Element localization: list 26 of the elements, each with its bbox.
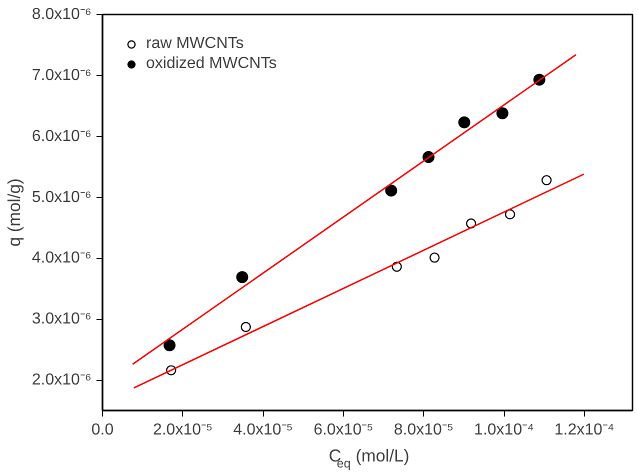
x-tick-label: 1.0x10⁻⁴ (474, 422, 534, 438)
y-tick-label: 8.0x10⁻⁶ (32, 6, 92, 23)
point (385, 184, 398, 197)
x-tick-label: 6.0x10⁻⁵ (314, 422, 374, 438)
point (541, 175, 552, 186)
y-tick-label: 4.0x10⁻⁶ (32, 250, 92, 267)
y-tick-label: 3.0x10⁻⁶ (32, 310, 92, 328)
point (496, 107, 508, 120)
x-tick-label: 0.0 (91, 422, 114, 438)
x-tick-label: 4.0x10⁻⁵ (233, 422, 293, 438)
point (429, 252, 440, 263)
x-tick-label: 1.2x10⁻⁴ (554, 422, 614, 438)
point (458, 116, 470, 128)
point (164, 339, 176, 352)
point (236, 271, 248, 284)
y-tick-label: 5.0x10⁻⁶ (32, 188, 92, 206)
y-tick-label: 6.0x10⁻⁶ (32, 128, 92, 145)
y-axis-title: q (mol/g) (4, 178, 24, 247)
y-tick-label: 7.0x10⁻⁶ (32, 66, 92, 84)
x-tick-label: 2.0x10⁻⁵ (152, 422, 213, 438)
legend-label: oxidized MWCNTs (146, 55, 277, 73)
y-tick-label: 2.0x10⁻⁶ (32, 372, 92, 389)
x-tick-label: 8.0x10⁻⁵ (394, 422, 454, 438)
legend-label: raw MWCNTs (146, 35, 244, 53)
point (240, 322, 251, 332)
point (504, 209, 516, 220)
